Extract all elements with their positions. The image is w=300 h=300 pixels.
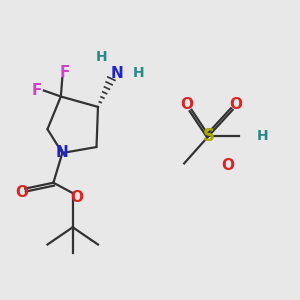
Text: H: H <box>133 66 145 80</box>
Text: O: O <box>229 97 242 112</box>
Text: O: O <box>15 185 28 200</box>
Text: O: O <box>70 190 83 205</box>
Text: H: H <box>256 129 268 143</box>
Text: O: O <box>180 97 193 112</box>
Text: S: S <box>203 127 215 145</box>
Text: N: N <box>56 146 69 160</box>
Text: N: N <box>111 66 124 81</box>
Text: H: H <box>96 50 108 64</box>
Text: F: F <box>60 64 70 80</box>
Text: F: F <box>31 83 42 98</box>
Text: O: O <box>221 158 234 173</box>
